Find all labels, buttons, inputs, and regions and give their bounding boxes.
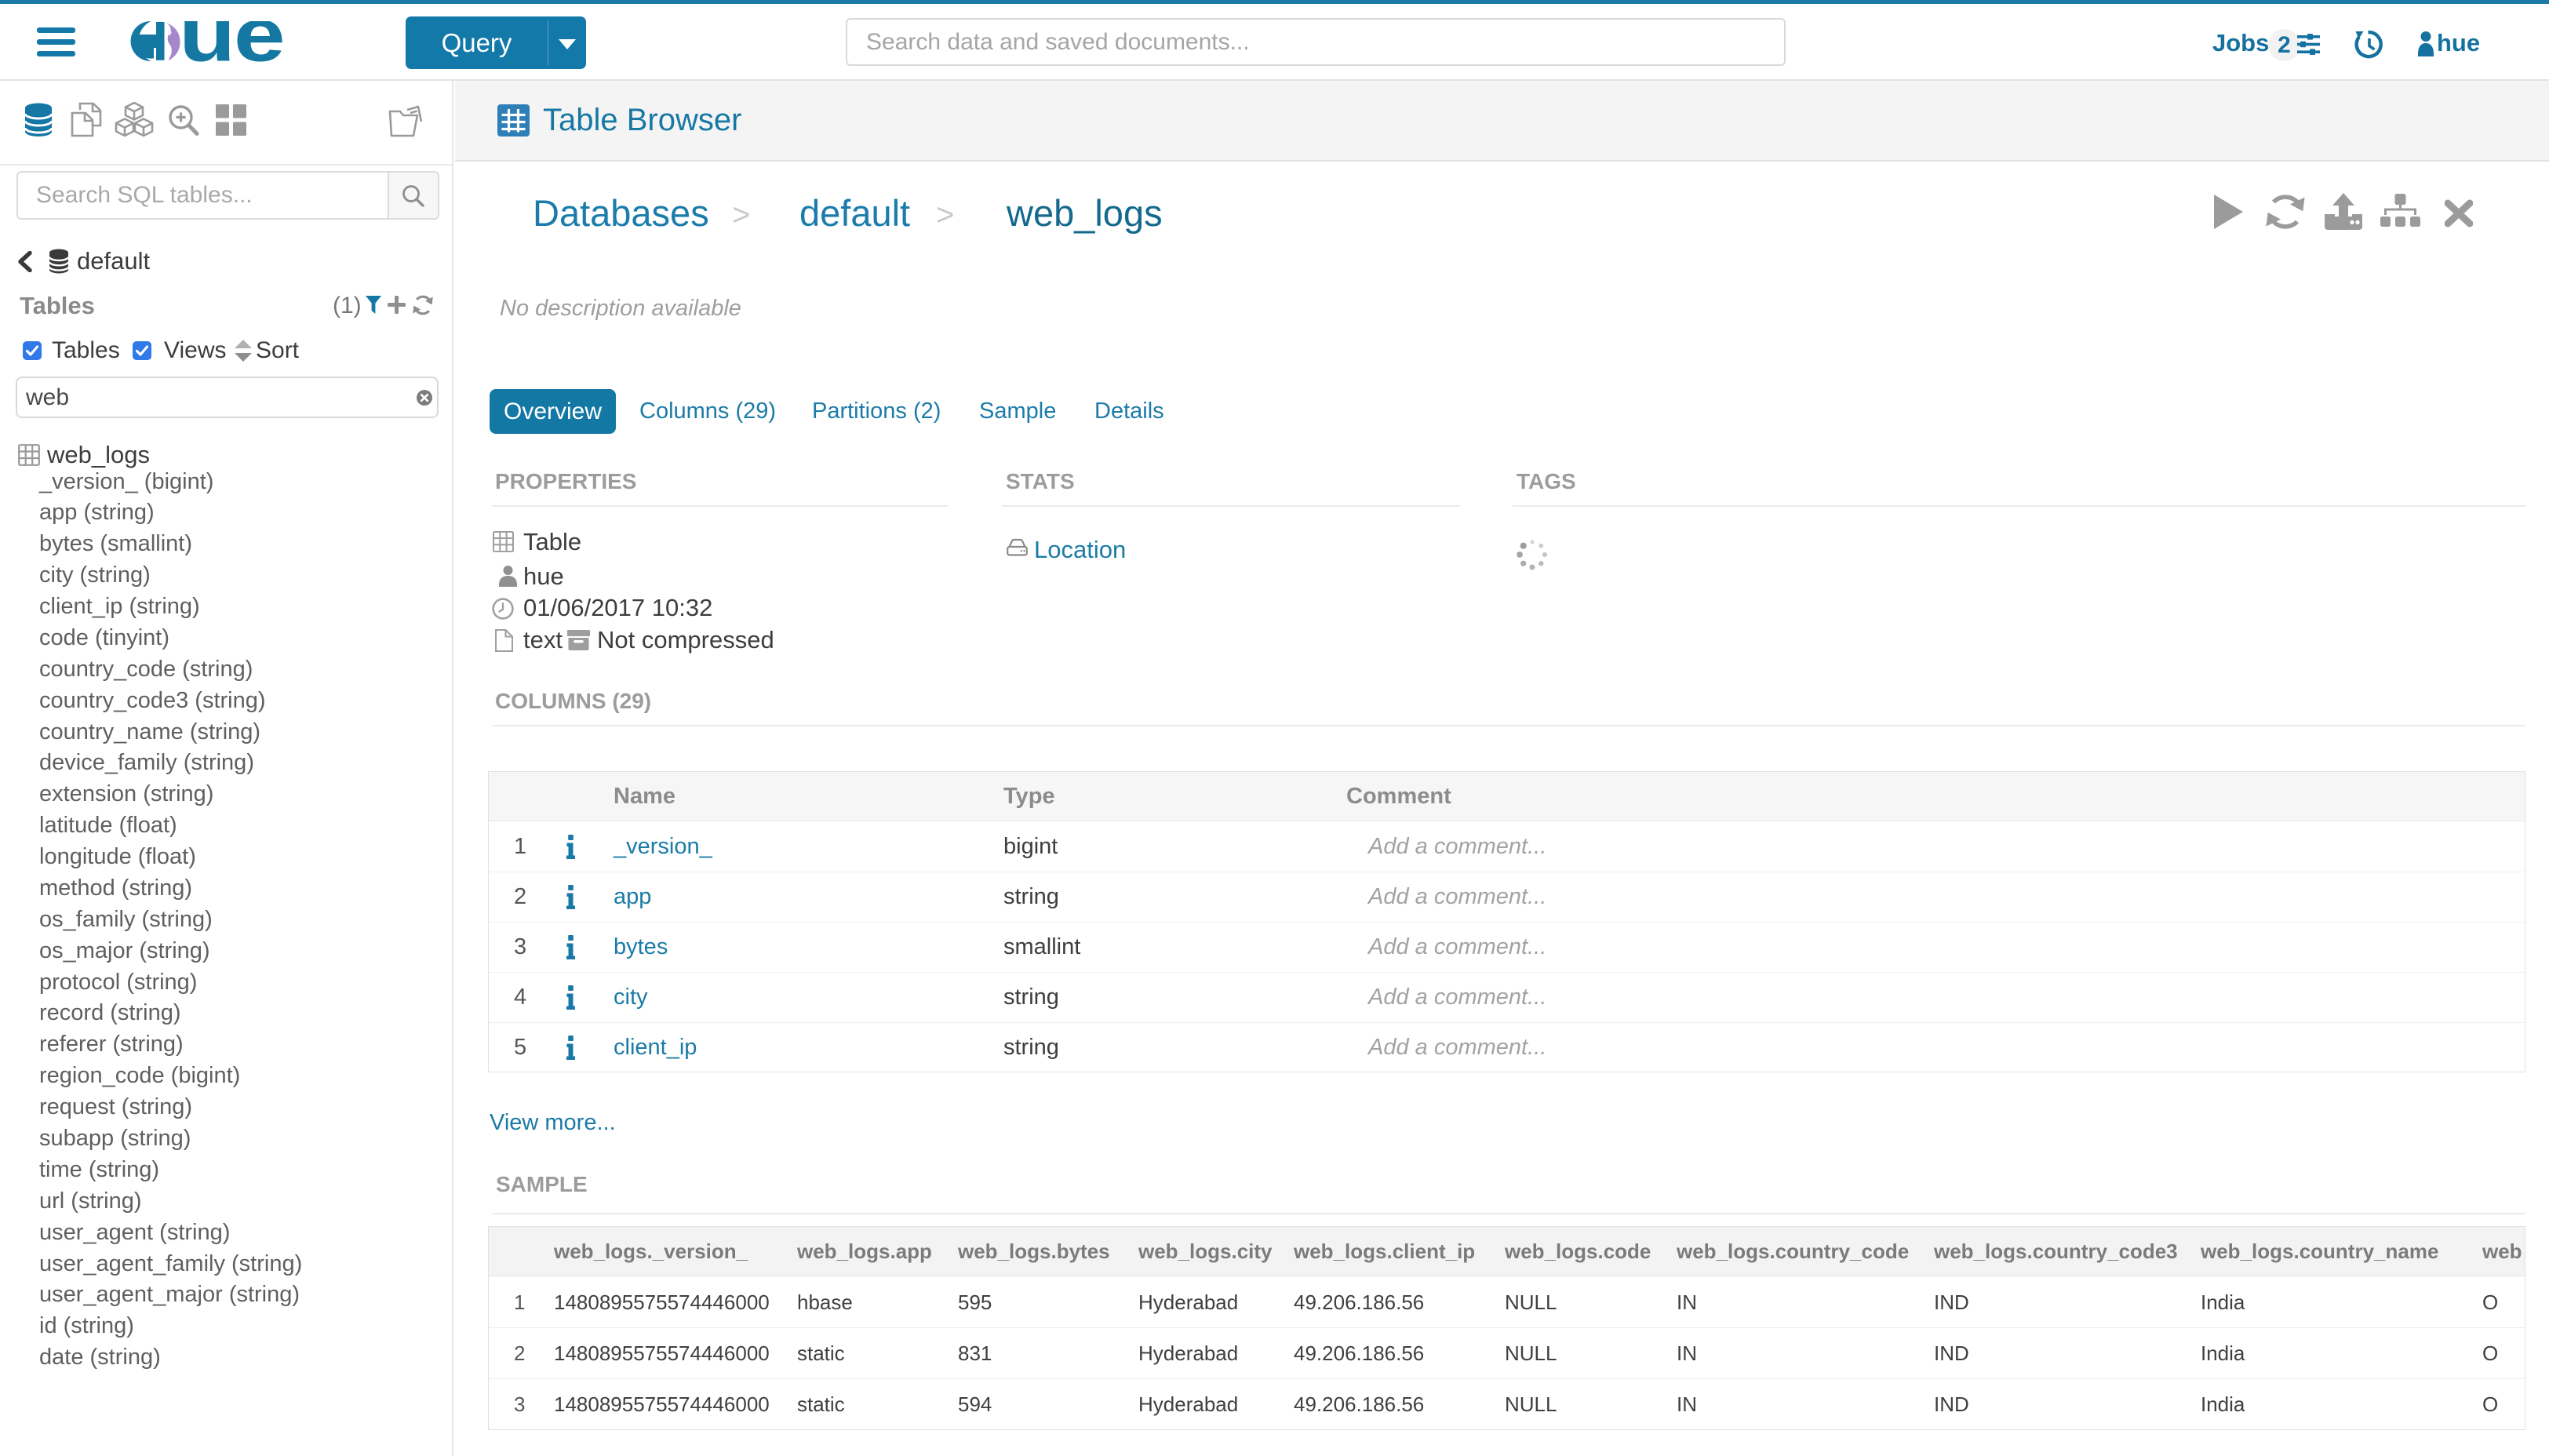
- svg-text:ue: ue: [179, 21, 283, 62]
